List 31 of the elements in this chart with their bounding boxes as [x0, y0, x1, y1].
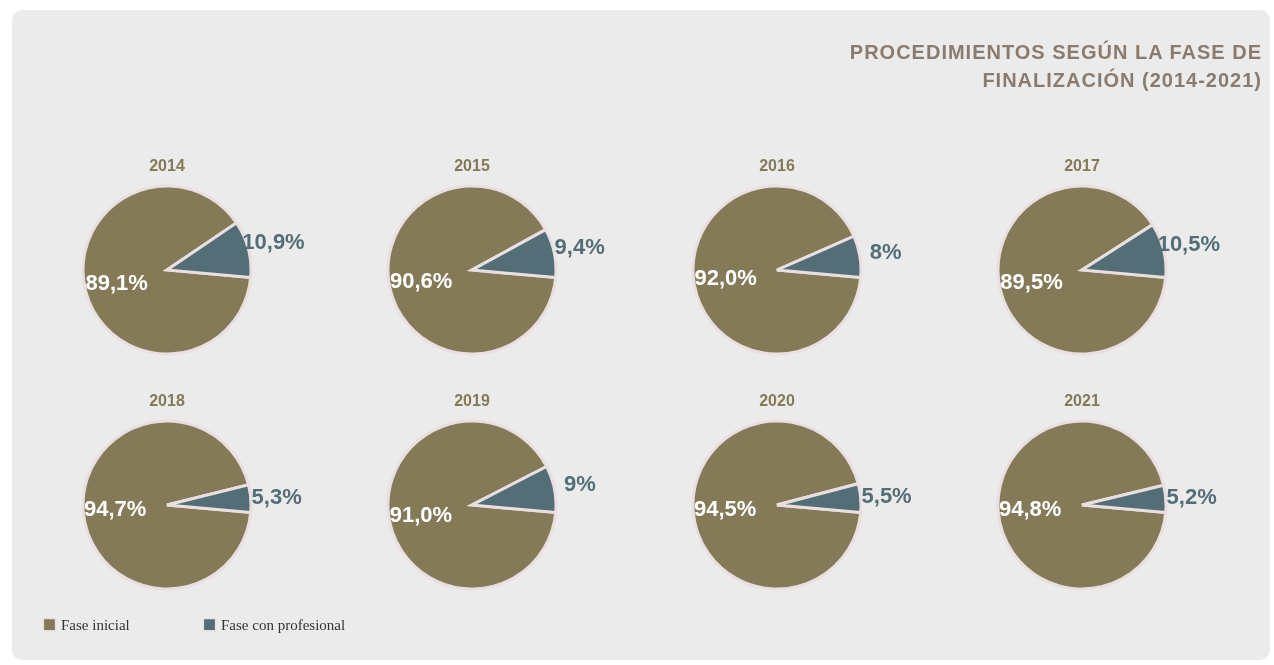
chart-title: 2021 [1064, 392, 1100, 409]
data-label: 94,8% [998, 495, 1062, 521]
pie-slice [81, 419, 253, 591]
data-label: 91,0% [389, 502, 453, 527]
data-label: 10,9% [242, 229, 305, 255]
chart-title: 2015 [454, 157, 490, 174]
chart-title: 2014 [149, 157, 185, 174]
data-label: 8% [869, 239, 902, 265]
data-label: 5,5% [861, 482, 912, 508]
chart-title: 2017 [1064, 157, 1100, 174]
text: PROCEDIMIENTOS SEGÚN LA FASE DE FINALIZACIÓN (2014-2021) [848, 39, 1262, 93]
data-label: 89,5% [1000, 269, 1063, 295]
chart-title: 2019 [454, 392, 490, 409]
data-label: 10,5% [1157, 230, 1221, 256]
data-label: 94,5% [693, 496, 757, 522]
data-label: 94,7% [83, 496, 147, 522]
data-label: 5,2% [1166, 483, 1217, 509]
data-label: 90,6% [389, 267, 453, 293]
pie-slice [996, 419, 1168, 591]
chart-title: 2016 [759, 157, 795, 174]
pie-slice [691, 419, 863, 591]
legend-label: Fase con profesional [221, 616, 346, 633]
chart-title: 2020 [759, 392, 795, 409]
data-label: 5,3% [251, 483, 302, 509]
data-label: 92,0% [694, 265, 757, 291]
data-label: 89,1% [85, 270, 148, 296]
data-label: 9,4% [554, 234, 605, 260]
pie-slice [691, 184, 863, 356]
data-label: 9% [564, 470, 596, 496]
chart-title: 2018 [149, 392, 185, 409]
legend-label: Fase inicial [61, 616, 130, 633]
